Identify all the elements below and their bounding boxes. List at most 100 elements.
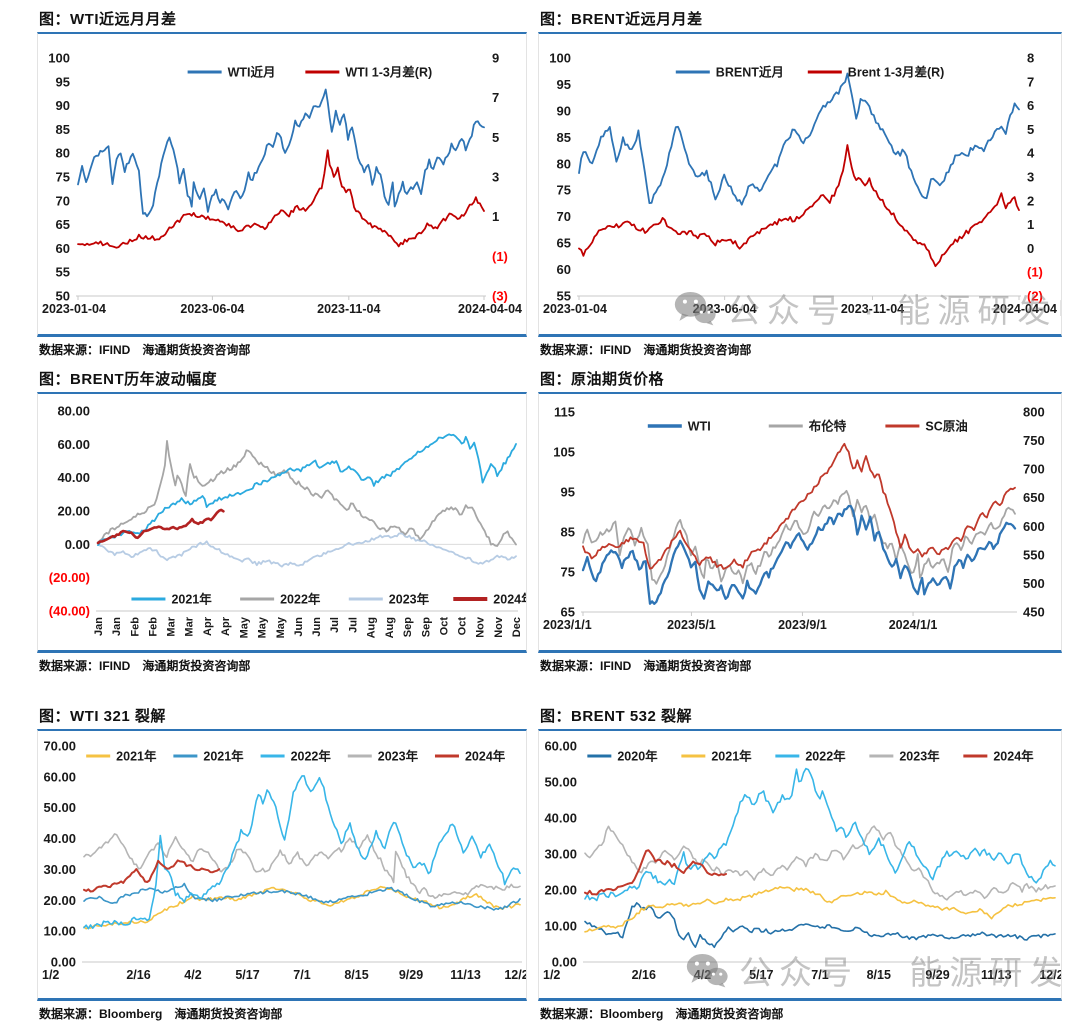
svg-text:65: 65	[56, 217, 70, 232]
svg-text:2023-11-04: 2023-11-04	[317, 302, 380, 316]
svg-text:Mar: Mar	[166, 617, 178, 637]
svg-text:Aug: Aug	[384, 617, 396, 638]
data-source: 数据来源：IFIND 海通期货投资咨询部	[39, 343, 251, 357]
chart-cell-brent-month-spread: 图：BRENT近远月月差 100 95 90 85 80 75 70 65 60 55 8 7 6 5 4 3…	[538, 8, 1062, 362]
svg-text:8/15: 8/15	[867, 968, 891, 982]
svg-text:70: 70	[56, 193, 70, 208]
svg-text:2023-01-04: 2023-01-04	[543, 302, 607, 316]
svg-text:Jun: Jun	[311, 617, 323, 637]
svg-text:50.00: 50.00	[43, 800, 76, 815]
svg-text:9/29: 9/29	[399, 968, 423, 982]
svg-text:WTI 1-3月差(R): WTI 1-3月差(R)	[345, 65, 432, 80]
svg-text:0.00: 0.00	[51, 954, 76, 969]
svg-text:9: 9	[492, 51, 499, 66]
svg-text:750: 750	[1023, 433, 1045, 448]
data-source: 数据来源：IFIND 海通期货投资咨询部	[540, 343, 752, 357]
svg-text:700: 700	[1023, 462, 1045, 477]
chart-box: 60.00 50.00 40.00 30.00 20.00 10.00 0.00 1/2 2/1…	[538, 728, 1062, 1001]
svg-text:20.00: 20.00	[57, 504, 90, 519]
svg-text:2021年: 2021年	[171, 592, 212, 607]
svg-text:85: 85	[56, 122, 70, 137]
chart-title: 图：原油期货价格	[540, 371, 665, 389]
svg-text:85: 85	[557, 130, 571, 145]
svg-text:Oct: Oct	[438, 617, 450, 636]
svg-text:90: 90	[56, 98, 70, 113]
svg-text:2/16: 2/16	[632, 968, 656, 982]
svg-text:2024/1/1: 2024/1/1	[889, 618, 938, 632]
svg-text:Jun: Jun	[293, 617, 305, 637]
svg-text:50: 50	[56, 289, 70, 304]
svg-text:10.00: 10.00	[43, 923, 76, 938]
svg-text:60.00: 60.00	[43, 769, 76, 784]
svg-text:60: 60	[557, 262, 571, 277]
svg-text:WTI: WTI	[688, 420, 711, 434]
brent-532-crack-chart: 60.00 50.00 40.00 30.00 20.00 10.00 0.001/2 2/1…	[543, 738, 1061, 982]
svg-text:2022年: 2022年	[280, 592, 321, 607]
svg-text:70: 70	[557, 209, 571, 224]
svg-text:0.00: 0.00	[552, 954, 577, 969]
chart-cell-brent-volatility: 图：BRENT历年波动幅度 80.00 60.00 40.00 20.00 0.00 (2…	[37, 368, 527, 678]
svg-text:550: 550	[1023, 548, 1045, 563]
svg-text:2022年: 2022年	[291, 748, 332, 763]
svg-text:1: 1	[1027, 217, 1034, 232]
svg-text:80: 80	[557, 156, 571, 171]
svg-text:6: 6	[1027, 98, 1034, 113]
svg-text:100: 100	[549, 51, 571, 66]
svg-text:2024年: 2024年	[465, 748, 506, 763]
chart-box: 70.00 60.00 50.00 40.00 30.00 20.00 10.00 0.00 1…	[37, 728, 527, 1001]
chart-title: 图：BRENT历年波动幅度	[39, 371, 218, 389]
svg-text:40.00: 40.00	[57, 470, 90, 485]
svg-text:55: 55	[56, 265, 70, 280]
svg-text:60: 60	[56, 241, 70, 256]
svg-text:40.00: 40.00	[43, 831, 76, 846]
svg-text:Sep: Sep	[402, 617, 414, 637]
svg-text:Oct: Oct	[457, 617, 469, 636]
svg-text:65: 65	[561, 605, 575, 620]
brent-month-spread-chart: 100959085807570656055876543210(1)(2)2023…	[543, 51, 1057, 317]
svg-text:(1): (1)	[492, 249, 508, 264]
chart-box: 100 95 90 85 80 75 70 65 60 55 50 9 7 5 3 1 (1) (3) 2023-0…	[37, 32, 527, 337]
svg-text:4/2: 4/2	[694, 968, 711, 982]
svg-text:2023-06-04: 2023-06-04	[693, 302, 757, 316]
svg-text:30.00: 30.00	[43, 862, 76, 877]
svg-text:115: 115	[554, 405, 575, 420]
svg-text:Aug: Aug	[366, 617, 378, 638]
svg-text:2021年: 2021年	[116, 748, 157, 763]
svg-text:80: 80	[56, 146, 70, 161]
svg-text:2020年: 2020年	[617, 748, 658, 763]
svg-text:2024-04-04: 2024-04-04	[993, 302, 1057, 316]
svg-text:May: May	[275, 616, 287, 638]
svg-text:2023/1/1: 2023/1/1	[543, 618, 592, 632]
svg-text:80.00: 80.00	[57, 404, 90, 419]
svg-text:Apr: Apr	[202, 617, 214, 637]
svg-text:12/28: 12/28	[1039, 968, 1061, 982]
svg-text:650: 650	[1023, 491, 1045, 506]
svg-text:105: 105	[553, 445, 575, 460]
svg-text:2: 2	[1027, 193, 1034, 208]
svg-text:40.00: 40.00	[544, 810, 577, 825]
svg-text:2023年: 2023年	[378, 748, 419, 763]
svg-text:55: 55	[557, 289, 571, 304]
svg-text:2023年: 2023年	[389, 592, 430, 607]
svg-text:1/2: 1/2	[543, 968, 560, 982]
svg-text:1: 1	[492, 209, 499, 224]
chart-title: 图：WTI 321 裂解	[39, 707, 166, 725]
svg-text:3: 3	[492, 170, 499, 185]
svg-text:7: 7	[492, 90, 499, 105]
svg-text:12/28: 12/28	[504, 968, 526, 982]
svg-text:7: 7	[1027, 74, 1034, 89]
svg-text:75: 75	[561, 565, 575, 580]
svg-text:75: 75	[56, 170, 70, 185]
svg-text:Jan: Jan	[111, 617, 123, 636]
svg-text:3: 3	[1027, 170, 1034, 185]
svg-text:60.00: 60.00	[57, 437, 90, 452]
svg-text:9/29: 9/29	[925, 968, 949, 982]
svg-text:Jul: Jul	[348, 617, 360, 633]
svg-text:WTI近月: WTI近月	[228, 65, 276, 80]
chart-box: 80.00 60.00 40.00 20.00 0.00 (20.00) (40.00) Ja…	[37, 392, 527, 654]
svg-text:May: May	[256, 616, 268, 638]
svg-text:Nov: Nov	[493, 616, 505, 638]
chart-cell-wti-321-crack: 图：WTI 321 裂解 70.00 60.00 50.00 40.00 30.00 20…	[37, 705, 527, 1026]
chart-title: 图：BRENT 532 裂解	[540, 707, 693, 725]
svg-text:5/17: 5/17	[749, 968, 773, 982]
